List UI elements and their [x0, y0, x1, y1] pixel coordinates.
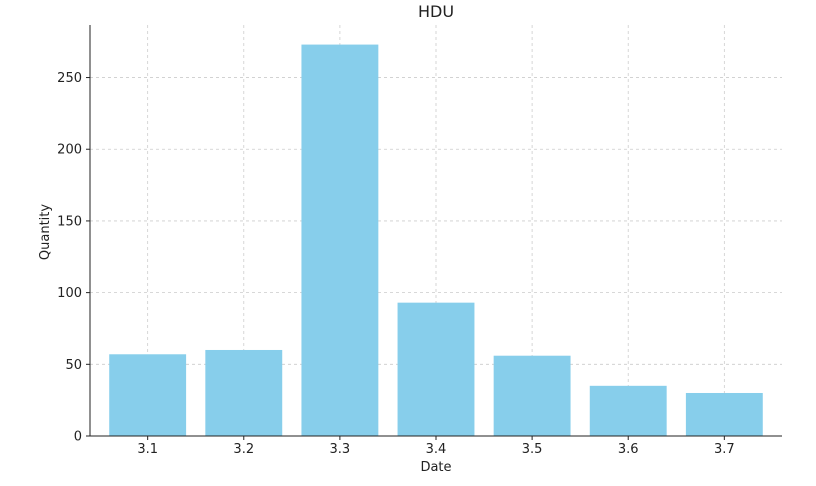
- x-tick-label: 3.6: [618, 442, 639, 457]
- bar-3-2: [205, 349, 283, 436]
- y-tick-label: 0: [74, 430, 82, 445]
- y-tick-label: 250: [57, 71, 82, 86]
- y-tick-label: 100: [57, 286, 82, 301]
- y-ticks: 0 50 100 150 200 250: [57, 71, 90, 445]
- x-axis-label: Date: [420, 460, 451, 475]
- x-tick-label: 3.7: [714, 442, 735, 457]
- x-tick-label: 3.1: [137, 442, 158, 457]
- bar-3-4: [397, 302, 475, 436]
- x-ticks: 3.1 3.2 3.3 3.4 3.5 3.6 3.7: [137, 436, 735, 457]
- bar-3-5: [493, 355, 571, 436]
- chart-title: HDU: [418, 2, 454, 21]
- x-tick-label: 3.5: [522, 442, 543, 457]
- bar-3-3: [301, 44, 379, 436]
- bar-3-7: [685, 392, 763, 436]
- x-tick-label: 3.4: [426, 442, 447, 457]
- y-tick-label: 150: [57, 214, 82, 229]
- x-tick-label: 3.2: [233, 442, 254, 457]
- y-tick-label: 200: [57, 143, 82, 158]
- x-tick-label: 3.3: [330, 442, 351, 457]
- y-tick-label: 50: [65, 358, 82, 373]
- y-axis-label: Quantity: [38, 204, 53, 260]
- bar-3-6: [589, 385, 667, 436]
- bar-3-1: [109, 354, 187, 436]
- bars: [109, 44, 763, 436]
